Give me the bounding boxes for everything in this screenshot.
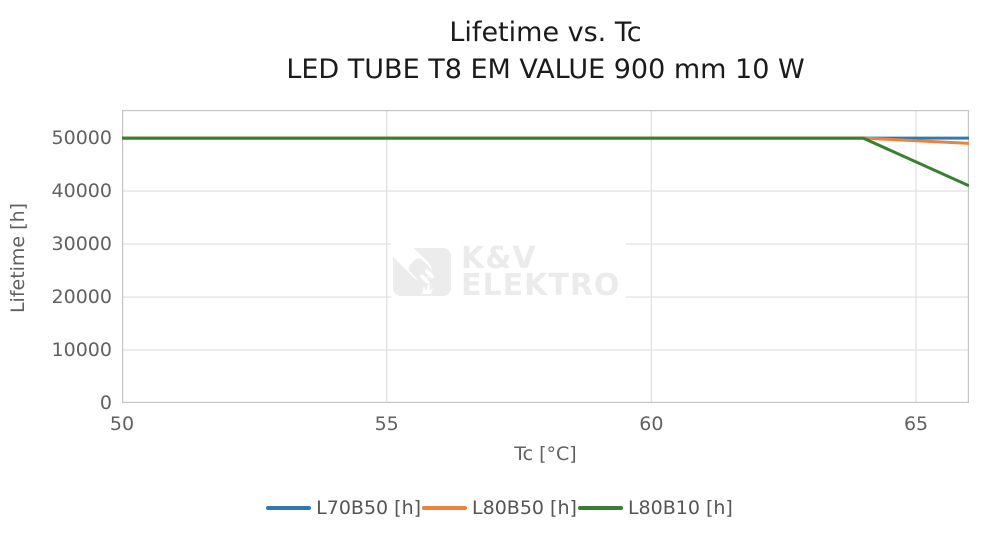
x-tick-55: 55 bbox=[374, 413, 399, 435]
y-tick-40000: 40000 bbox=[51, 180, 112, 203]
x-axis-label: Tc [°C] bbox=[514, 443, 577, 465]
y-tick-50000: 50000 bbox=[51, 127, 112, 150]
chart-title-line2: LED TUBE T8 EM VALUE 900 mm 10 W bbox=[286, 54, 805, 85]
legend-label: L80B10 [h] bbox=[627, 497, 733, 519]
kv-elektro-plug-logo-icon bbox=[393, 248, 451, 296]
watermark-line2: ELEKTRO bbox=[461, 268, 621, 303]
watermark: K&V ELEKTRO bbox=[391, 241, 627, 303]
legend-swatch-icon bbox=[266, 506, 312, 510]
legend-swatch-icon bbox=[422, 506, 468, 510]
watermark-line1: K&V bbox=[461, 241, 537, 276]
x-tick-50: 50 bbox=[109, 413, 135, 435]
chart-title: Lifetime vs. Tc LED TUBE T8 EM VALUE 900… bbox=[122, 14, 969, 88]
series-line-l80b10 bbox=[122, 136, 969, 188]
legend-item-l80b50: L80B50 [h] bbox=[422, 497, 578, 519]
watermark-text: K&V ELEKTRO bbox=[461, 241, 621, 303]
y-tick-10000: 10000 bbox=[51, 339, 112, 362]
legend-swatch-icon bbox=[577, 506, 623, 510]
plot-border bbox=[122, 110, 969, 403]
y-tick-0: 0 bbox=[99, 392, 112, 414]
y-tick-30000: 30000 bbox=[51, 233, 112, 256]
legend-item-l80b10: L80B10 [h] bbox=[577, 497, 734, 519]
y-tick-20000: 20000 bbox=[51, 286, 112, 309]
y-axis-label: Lifetime [h] bbox=[7, 202, 29, 314]
legend-label: L80B50 [h] bbox=[472, 497, 577, 519]
x-tick-60: 60 bbox=[639, 413, 664, 435]
legend-item-l70b50: L70B50 [h] bbox=[266, 497, 422, 519]
chart-legend: L70B50 [h] L80B50 [h] L80B10 [h] bbox=[0, 497, 1000, 519]
x-tick-65: 65 bbox=[903, 413, 929, 435]
chart-title-line1: Lifetime vs. Tc bbox=[449, 17, 642, 48]
legend-label: L70B50 [h] bbox=[316, 497, 422, 519]
plot-area bbox=[122, 110, 969, 403]
